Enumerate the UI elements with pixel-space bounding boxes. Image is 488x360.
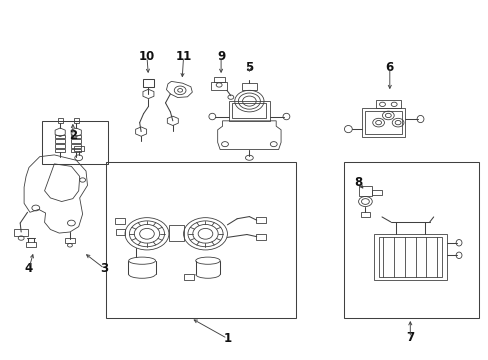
- Bar: [360, 212, 369, 217]
- Text: 3: 3: [101, 262, 108, 275]
- Bar: [105, 162, 295, 318]
- Text: 6: 6: [385, 60, 393, 73]
- Bar: [255, 217, 266, 223]
- Bar: [55, 135, 65, 138]
- Bar: [71, 149, 81, 152]
- Bar: [142, 79, 154, 87]
- Bar: [371, 190, 381, 195]
- Bar: [74, 146, 83, 150]
- Bar: [228, 101, 269, 121]
- Text: 9: 9: [217, 50, 225, 63]
- Bar: [71, 135, 81, 138]
- Bar: [213, 77, 224, 82]
- Bar: [55, 139, 65, 143]
- Bar: [168, 225, 183, 241]
- Text: 2: 2: [69, 129, 77, 143]
- Bar: [344, 162, 478, 318]
- Bar: [14, 229, 28, 235]
- Bar: [373, 234, 446, 280]
- Bar: [361, 108, 405, 137]
- Bar: [183, 274, 194, 280]
- Bar: [364, 111, 401, 134]
- Bar: [375, 100, 400, 108]
- Text: 7: 7: [406, 331, 413, 344]
- Bar: [116, 229, 125, 234]
- Bar: [58, 118, 62, 123]
- Bar: [74, 118, 79, 123]
- Text: 8: 8: [353, 176, 362, 189]
- Text: 11: 11: [175, 50, 191, 63]
- Text: 4: 4: [25, 262, 33, 275]
- Bar: [232, 103, 266, 118]
- Bar: [42, 121, 108, 164]
- Text: 5: 5: [245, 60, 253, 73]
- Bar: [71, 144, 81, 148]
- Text: 10: 10: [139, 50, 155, 63]
- Bar: [26, 242, 36, 247]
- Bar: [55, 149, 65, 152]
- Bar: [65, 238, 75, 243]
- Bar: [358, 186, 371, 197]
- Bar: [55, 144, 65, 148]
- Bar: [71, 139, 81, 143]
- Bar: [211, 82, 226, 90]
- Bar: [255, 234, 266, 239]
- Bar: [242, 83, 256, 90]
- Bar: [378, 237, 441, 277]
- Text: 1: 1: [223, 332, 231, 345]
- Bar: [115, 219, 125, 224]
